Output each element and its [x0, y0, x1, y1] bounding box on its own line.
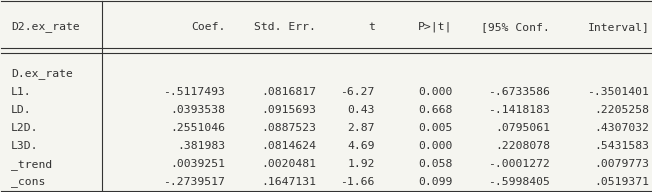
Text: D.ex_rate: D.ex_rate: [11, 68, 73, 79]
Text: .5431583: .5431583: [595, 141, 649, 151]
Text: -.3501401: -.3501401: [587, 87, 649, 97]
Text: L1.: L1.: [11, 87, 32, 97]
Text: 0.43: 0.43: [348, 105, 375, 115]
Text: Std. Err.: Std. Err.: [254, 22, 316, 32]
Text: -.6733586: -.6733586: [488, 87, 550, 97]
Text: 0.000: 0.000: [418, 87, 452, 97]
Text: 0.000: 0.000: [418, 141, 452, 151]
Text: 0.005: 0.005: [418, 123, 452, 133]
Text: 1.92: 1.92: [348, 159, 375, 169]
Text: .2208078: .2208078: [495, 141, 550, 151]
Text: L3D.: L3D.: [11, 141, 38, 151]
Text: t: t: [368, 22, 375, 32]
Text: 0.099: 0.099: [418, 177, 452, 187]
Text: .0816817: .0816817: [261, 87, 316, 97]
Text: _cons: _cons: [11, 177, 46, 187]
Text: .0393538: .0393538: [170, 105, 226, 115]
Text: .0887523: .0887523: [261, 123, 316, 133]
Text: .381983: .381983: [177, 141, 226, 151]
Text: L2D.: L2D.: [11, 123, 38, 133]
Text: -.0001272: -.0001272: [488, 159, 550, 169]
Text: .0915693: .0915693: [261, 105, 316, 115]
Text: -.5998405: -.5998405: [488, 177, 550, 187]
Text: -.2739517: -.2739517: [164, 177, 226, 187]
Text: -.1418183: -.1418183: [488, 105, 550, 115]
Text: .0795061: .0795061: [495, 123, 550, 133]
Text: .0814624: .0814624: [261, 141, 316, 151]
Text: .0039251: .0039251: [170, 159, 226, 169]
Text: -.5117493: -.5117493: [164, 87, 226, 97]
Text: Coef.: Coef.: [191, 22, 226, 32]
Text: 2.87: 2.87: [348, 123, 375, 133]
Text: -1.66: -1.66: [340, 177, 375, 187]
Text: .0020481: .0020481: [261, 159, 316, 169]
Text: 0.668: 0.668: [418, 105, 452, 115]
Text: .1647131: .1647131: [261, 177, 316, 187]
Text: D2.ex_rate: D2.ex_rate: [11, 22, 80, 32]
Text: [95% Conf.: [95% Conf.: [481, 22, 550, 32]
Text: P>|t|: P>|t|: [418, 22, 452, 32]
Text: -6.27: -6.27: [340, 87, 375, 97]
Text: LD.: LD.: [11, 105, 32, 115]
Text: .4307032: .4307032: [595, 123, 649, 133]
Text: 4.69: 4.69: [348, 141, 375, 151]
Text: .0519371: .0519371: [595, 177, 649, 187]
Text: .0079773: .0079773: [595, 159, 649, 169]
Text: Interval]: Interval]: [587, 22, 649, 32]
Text: _trend: _trend: [11, 159, 52, 170]
Text: .2205258: .2205258: [595, 105, 649, 115]
Text: 0.058: 0.058: [418, 159, 452, 169]
Text: .2551046: .2551046: [170, 123, 226, 133]
